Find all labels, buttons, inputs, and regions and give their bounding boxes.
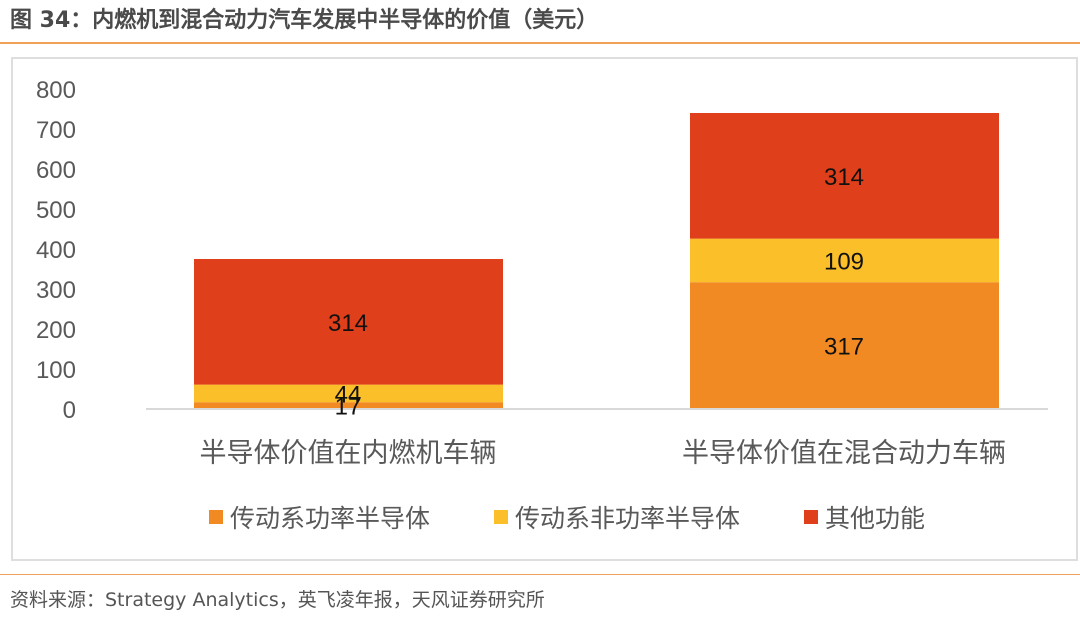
y-tick-label-100: 100 [36, 357, 76, 384]
y-tick-label-0: 0 [63, 397, 76, 424]
legend-label-2: 传动系非功率半导体 [515, 504, 740, 533]
y-tick-label-500: 500 [36, 197, 76, 224]
legend-swatch-3 [804, 510, 818, 524]
y-tick-label-700: 700 [36, 117, 76, 144]
legend-label-3: 其他功能 [825, 504, 925, 533]
x-category-label-1: 半导体价值在内燃机车辆 [200, 438, 497, 469]
bar-segment-2-3 [690, 113, 999, 239]
y-tick-label-400: 400 [36, 237, 76, 264]
bar-segment-2-2 [690, 238, 999, 283]
data-label-2-1: 317 [824, 334, 864, 361]
data-label-2-3: 314 [824, 164, 864, 191]
bar-segment-2-1 [690, 282, 999, 409]
y-tick-label-300: 300 [36, 277, 76, 304]
source-note: 资料来源：Strategy Analytics，英飞凌年报，天风证券研究所 [10, 589, 545, 611]
data-label-1-1: 17 [335, 394, 362, 421]
y-tick-label-600: 600 [36, 157, 76, 184]
y-tick-label-800: 800 [36, 77, 76, 104]
legend-swatch-1 [209, 510, 223, 524]
title-divider [0, 42, 1080, 44]
figure-title: 图 34：内燃机到混合动力汽车发展中半导体的价值（美元） [10, 8, 599, 33]
x-category-label-2: 半导体价值在混合动力车辆 [682, 438, 1006, 469]
data-label-2-2: 109 [824, 248, 864, 275]
bar-segment-1-3 [194, 259, 503, 385]
chart-frame [11, 57, 1078, 561]
bar-segment-1-1 [194, 402, 503, 409]
source-divider [0, 574, 1080, 575]
data-label-1-3: 314 [328, 310, 368, 337]
legend-label-1: 传动系功率半导体 [230, 504, 430, 533]
data-label-1-2: 44 [335, 381, 362, 408]
legend-swatch-2 [494, 510, 508, 524]
y-tick-label-200: 200 [36, 317, 76, 344]
bar-segment-1-2 [194, 384, 503, 403]
